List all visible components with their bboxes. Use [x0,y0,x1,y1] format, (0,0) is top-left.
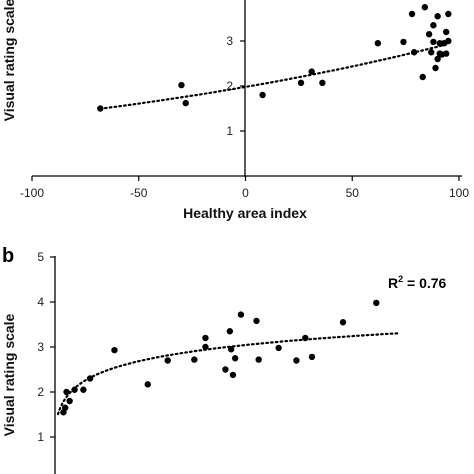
panel-b-y-tick-label: 3 [37,340,44,354]
panel-b-data-point [86,375,94,382]
panel-a-data-point [430,38,437,46]
panel-a-data-point [421,4,429,11]
panel-a-x-ticks: -100 -50 0 50 100 [20,176,469,200]
panel-b-data-point [255,356,262,363]
panel-b-y-tick-label: 1 [37,430,44,444]
panel-b-data-point [66,397,73,405]
panel-b-y-tick-label: 2 [37,385,44,399]
panel-b-data-point [222,366,229,373]
panel-b-y-tick-label: 5 [37,250,44,264]
panel-a-x-tick-label: -100 [20,186,44,200]
panel-a-data-point [97,105,104,112]
panel-b-y-axis-title: Visual rating scale [1,313,17,436]
panel-b-data-point [111,346,118,354]
panel-a-data-point [428,49,435,56]
panel-b-y-tick-label: 4 [37,295,44,309]
panel-b-data-point [71,386,78,393]
panel-b-data-point [253,317,260,325]
panel-b-data-point [373,299,380,307]
panel-b-letter: b [2,245,14,267]
panel-a-y-tick-label: 2 [226,79,233,93]
panel-b-data-point [62,404,69,411]
panel-a-data-point [297,79,305,87]
panel-a-points [97,4,452,112]
panel-b-data-point [164,357,171,364]
panel-a-data-point [182,99,189,107]
panel-a-data-point [432,64,439,72]
panel-a-x-tick-label: 50 [346,186,360,200]
panel-b-trendline [56,332,400,416]
panel-a-y-tick-label: 3 [226,34,233,48]
panel-a-data-point [434,55,441,63]
panel-b-data-point [227,346,235,353]
panel-a-data-point [442,50,450,57]
panel-a-data-point [419,73,426,81]
panel-b-data-point [308,353,316,361]
panel-a-data-point [442,28,450,36]
panel-b-data-point [202,343,209,351]
panel-b-points [60,299,380,416]
panel-b-data-point [229,371,237,379]
panel-b-data-point [144,381,151,388]
panel-b-data-point [231,355,239,362]
panel-b-data-point [237,311,245,318]
panel-a-chart: Visual rating scale -100 -50 0 50 100 1 2 3 He… [1,0,469,221]
panel-b-data-point [191,356,198,363]
panel-b-data-point [202,334,209,342]
panel-a-x-tick-label: -50 [130,186,148,200]
panel-b-data-point [226,328,234,335]
panel-b-data-point [293,357,300,364]
panel-b-chart: b Visual rating scale 1 2 3 4 5 R2 = 0.76 [1,245,447,474]
panel-a-data-point [434,13,441,20]
panel-a-trendline [99,42,450,110]
panel-a-data-point [259,91,266,99]
panel-a-data-point [308,68,315,75]
panel-a-data-point [319,79,326,87]
panel-b-data-point [339,319,347,326]
panel-a-x-tick-label: 0 [242,186,249,200]
panel-a-y-tick-label: 1 [226,124,233,138]
panel-a-x-tick-label: 100 [449,186,469,200]
panel-b-data-point [302,334,309,342]
panel-a-data-point [425,31,433,38]
panel-a-data-point [410,49,418,56]
panel-a-y-ticks: 1 2 3 [226,34,245,138]
panel-a-data-point [430,22,437,29]
panel-a-data-point [445,37,452,45]
panel-b-y-ticks: 1 2 3 4 5 [37,250,55,444]
panel-b-r2-annotation: R2 = 0.76 [388,274,447,291]
panel-a-y-axis-title: Visual rating scale [1,0,17,121]
panel-a-x-axis-title: Healthy area index [183,205,307,221]
panel-a-data-point [178,81,185,89]
panel-a-data-point [400,38,407,46]
panel-b-data-point [275,344,282,352]
panel-a-data-point [374,40,382,47]
panel-a-data-point [408,10,416,18]
panel-b-data-point [63,388,70,396]
panel-a-data-point [445,10,452,18]
panel-b-data-point [80,386,87,393]
